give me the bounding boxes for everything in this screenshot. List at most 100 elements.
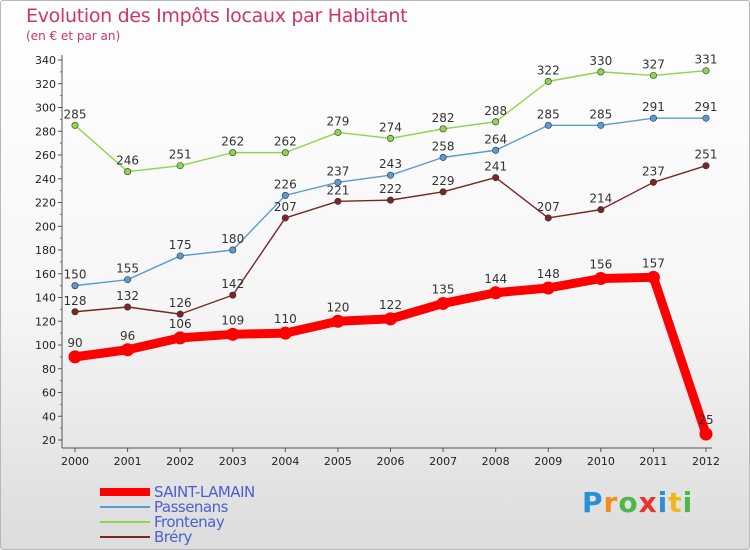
data-label-passenans: 237 [326,164,349,178]
logo-letter: i [682,486,694,519]
data-point-frontenay [229,149,237,157]
data-point-saint-lamain [489,286,503,300]
data-point-passenans [544,121,552,129]
y-tick-label: 40 [42,410,56,423]
x-tick-label: 2010 [587,455,615,468]
y-tick-label: 340 [35,54,56,67]
data-label-br-ry: 229 [432,174,455,188]
data-label-passenans: 291 [695,100,718,114]
data-point-saint-lamain [541,281,555,295]
data-point-saint-lamain [699,427,713,441]
data-label-br-ry: 222 [379,182,402,196]
data-label-br-ry: 237 [642,164,665,178]
data-label-br-ry: 128 [64,294,87,308]
y-tick-label: 280 [35,125,56,138]
data-point-frontenay [71,121,79,129]
data-point-br-ry [281,214,289,222]
data-point-frontenay [334,128,342,136]
logo-letter: r [603,486,619,519]
data-label-passenans: 291 [642,100,665,114]
y-tick-label: 100 [35,339,56,352]
data-point-saint-lamain [226,327,240,341]
data-point-passenans [71,282,79,290]
data-label-br-ry: 132 [116,289,139,303]
x-tick-label: 2006 [377,455,405,468]
logo-letter: i [657,486,669,519]
data-point-frontenay [597,68,605,76]
x-tick-label: 2012 [692,455,720,468]
data-point-saint-lamain [68,350,82,364]
y-tick-label: 180 [35,244,56,257]
data-label-saint-lamain: 157 [642,256,665,270]
data-label-br-ry: 241 [484,160,507,174]
data-label-passenans: 155 [116,262,139,276]
data-point-passenans [597,121,605,129]
data-point-br-ry [229,291,237,299]
y-tick-label: 320 [35,78,56,91]
data-label-frontenay: 288 [484,104,507,118]
chart-subtitle: (en € et par an) [26,29,121,43]
data-label-passenans: 150 [64,268,87,282]
data-label-frontenay: 246 [116,154,139,168]
legend-swatch [100,536,150,538]
legend-label: Frontenay [154,513,225,531]
x-tick-label: 2001 [114,455,142,468]
data-point-br-ry [124,303,132,311]
data-label-saint-lamain: 156 [589,258,612,272]
proxiti-logo: Proxiti [582,486,693,519]
data-point-saint-lamain [436,296,450,310]
data-point-passenans [386,171,394,179]
data-point-frontenay [176,162,184,170]
logo-letter: P [582,486,604,519]
data-point-saint-lamain [173,331,187,345]
legend-label: SAINT-LAMAIN [154,483,255,501]
data-point-passenans [649,114,657,122]
data-label-frontenay: 330 [589,54,612,68]
data-label-saint-lamain: 96 [120,329,135,343]
data-label-saint-lamain: 90 [67,336,82,350]
x-tick-label: 2011 [639,455,667,468]
data-label-br-ry: 207 [537,200,560,214]
data-point-saint-lamain [594,272,608,285]
data-label-frontenay: 327 [642,57,665,71]
data-point-br-ry [649,178,657,186]
data-point-frontenay [439,125,447,133]
data-point-frontenay [386,134,394,142]
data-point-br-ry [334,197,342,205]
legend-label: Passenans [154,498,228,516]
data-point-br-ry [492,174,500,182]
data-label-passenans: 243 [379,157,402,171]
data-point-saint-lamain [646,270,660,284]
y-tick-label: 220 [35,197,56,210]
data-label-saint-lamain: 106 [169,317,192,331]
data-point-br-ry [702,162,710,170]
x-tick-label: 2003 [219,455,247,468]
data-label-frontenay: 322 [537,63,560,77]
data-label-frontenay: 282 [432,111,455,125]
data-label-br-ry: 214 [589,192,612,206]
legend-swatch [100,521,150,523]
data-label-br-ry: 126 [169,296,192,310]
data-label-saint-lamain: 120 [326,300,349,314]
data-point-br-ry [597,206,605,214]
y-tick-label: 200 [35,220,56,233]
x-tick-label: 2009 [534,455,562,468]
data-label-frontenay: 285 [64,107,87,121]
data-label-passenans: 258 [432,139,455,153]
data-label-saint-lamain: 135 [432,282,455,296]
logo-letter: t [668,486,683,519]
x-tick-label: 2007 [429,455,457,468]
data-point-passenans [176,252,184,260]
data-point-passenans [492,146,500,154]
data-label-saint-lamain: 110 [274,312,297,326]
data-point-frontenay [544,77,552,85]
data-point-passenans [334,178,342,186]
chart-title: Evolution des Impôts locaux par Habitant [26,5,408,27]
data-point-frontenay [124,168,132,176]
data-label-passenans: 226 [274,177,297,191]
x-tick-label: 2002 [166,455,194,468]
data-point-br-ry [544,214,552,222]
x-tick-label: 2005 [324,455,352,468]
data-label-frontenay: 331 [695,53,718,67]
